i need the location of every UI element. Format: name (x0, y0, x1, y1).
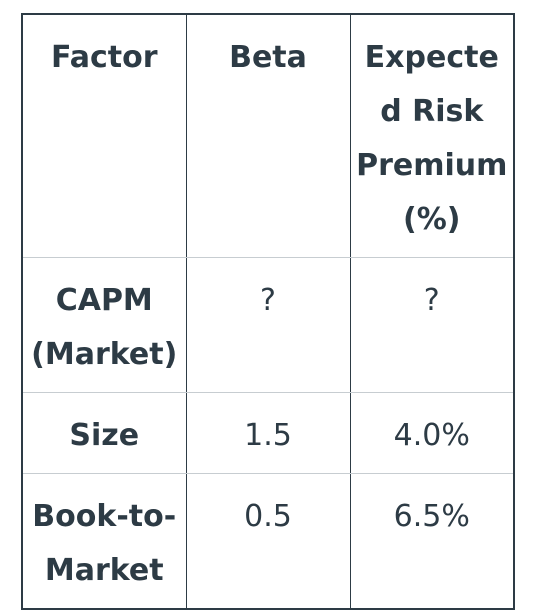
header-beta: Beta (185, 13, 351, 258)
row-beta-value: ? (185, 257, 351, 393)
row-beta-value: 0.5 (185, 473, 351, 610)
row-beta-value: 1.5 (185, 392, 351, 474)
factor-table: Factor Beta Expected Risk Premium (%) CA… (21, 13, 515, 610)
row-premium-value: 4.0% (349, 392, 515, 474)
factor-table-container: Factor Beta Expected Risk Premium (%) CA… (21, 13, 515, 610)
table-row: CAPM (Market) ? ? (21, 257, 515, 393)
row-factor-label: CAPM (Market) (21, 257, 187, 393)
row-factor-label: Book-to-Market (21, 473, 187, 610)
table-row: Book-to-Market 0.5 6.5% (21, 473, 515, 610)
row-factor-label: Size (21, 392, 187, 474)
row-premium-value: 6.5% (349, 473, 515, 610)
table-row: Size 1.5 4.0% (21, 392, 515, 474)
header-row: Factor Beta Expected Risk Premium (%) (21, 13, 515, 258)
header-expected-risk-premium: Expected Risk Premium (%) (349, 13, 515, 258)
header-factor: Factor (21, 13, 187, 258)
row-premium-value: ? (349, 257, 515, 393)
